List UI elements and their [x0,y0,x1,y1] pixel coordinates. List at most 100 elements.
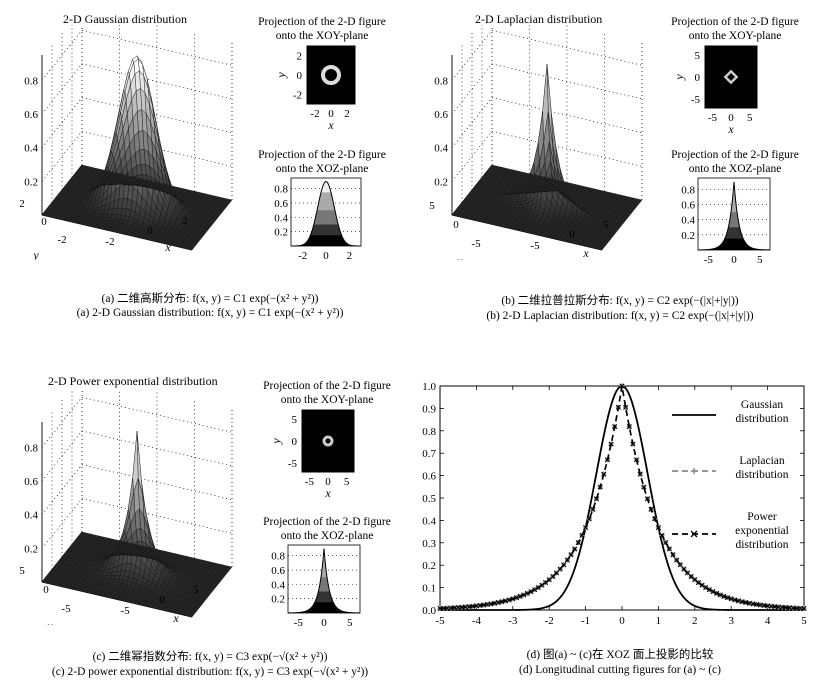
tick-label: 0 [728,112,734,124]
panel-b-xoz-title: Projection of the 2-D figure onto the XOZ… [671,149,799,175]
series-marker [593,496,600,502]
tick-label: 0.8 [434,75,448,87]
series-marker [568,552,574,558]
surface-box [41,25,233,251]
panel-c-xoz-plot: -5 0 5 0.2 0.4 0.6 0.8 [271,544,361,629]
projection-band [288,602,360,613]
tick-label: 0 [731,254,737,266]
series-marker [739,599,745,605]
series-marker [674,557,680,563]
tick-label: 0.2 [271,594,285,606]
panel-c-title: 2-D Power exponential distribution [48,374,218,388]
panel-a-title: 2-D Gaussian distribution [63,12,187,26]
tick-label: 0.2 [24,176,38,188]
axis-label: y [456,254,463,260]
tick-label: 0.6 [274,198,288,210]
axis-label: x [324,486,331,500]
series-marker [557,566,563,572]
series-marker [539,582,545,588]
series-marker [604,457,611,463]
series-marker [706,587,712,593]
tick-label: 0.8 [24,75,38,87]
panel-c-caption-en: (c) 2-D power exponential distribution: … [51,666,369,678]
panel-b-xoy-title: Projection of the 2-D figure onto the XOY… [671,16,799,42]
tick-label: -2 [105,236,114,248]
tick-label: 0 [321,617,327,629]
tick-label: 5 [19,565,25,577]
series-marker [801,605,807,612]
tick-label: 0.4 [681,215,695,227]
series-marker [670,552,676,558]
series-marker [655,525,661,531]
panel-a-3d-surface: 0.2 0.4 0.6 0.8 2 0 -2 -2 0 2 y x [19,25,233,260]
projection-background [307,46,355,104]
series-marker [532,587,538,593]
series-marker [499,599,505,605]
tick-label: -5 [691,94,701,106]
legend-label: Laplacian [739,455,785,467]
tick-label: 2 [297,51,303,63]
series-marker [703,584,709,591]
projection-band [291,235,361,246]
series-marker [637,471,643,477]
panel-a-xoz-title: Projection of the 2-D figure onto the XOZ… [258,149,386,175]
series-marker [732,597,738,603]
contour-diamond [723,69,739,85]
axis-label: y [269,438,283,445]
panel-b-caption-cn: (b) 二维拉普拉斯分布: f(x, y) = C2 exp(−(|x|+|y|… [501,295,739,307]
axis-label: y [274,72,288,79]
series-marker [517,593,523,599]
tick-label: 0.6 [681,200,695,212]
series-marker [735,598,742,604]
tick-label: 2 [347,250,353,262]
tick-label: 0.6 [434,109,448,121]
series-marker [502,598,509,604]
x-tick-label: 4 [765,615,771,627]
tick-label: -2 [298,250,307,262]
tick-label: 5 [344,476,350,488]
series-marker [495,599,501,606]
y-tick-label: 0.4 [422,515,436,527]
tick-label: -2 [310,108,319,120]
panel-b-title: 2-D Laplacian distribution [475,12,603,26]
surface-box [41,390,233,618]
series-marker [583,525,589,531]
y-tick-label: 1.0 [422,381,436,393]
tick-label: 0 [159,594,165,606]
tick-label: -5 [471,238,481,250]
series-marker [626,424,632,430]
axis-label: x [172,611,179,625]
panel-b-caption-en: (b) 2-D Laplacian distribution: f(x, y) … [486,310,754,322]
panel-a-caption-en: (a) 2-D Gaussian distribution: f(x, y) =… [76,307,344,319]
series-marker [663,539,669,546]
legend-label: Gaussian [741,399,783,411]
tick-label: 0.2 [434,176,448,188]
series-marker [561,562,567,568]
comparison-line-chart: -5 -4 -3 -2 -1 0 1 2 3 4 5 0.0 0.1 0.2 0.3 0.4 0.5 0.6 0.7… [422,381,807,627]
series-marker [623,404,629,410]
tick-label: 0 [695,72,701,84]
tick-label: 0.6 [24,476,38,488]
y-tick-label: 0.3 [422,538,436,550]
x-tick-label: 2 [692,615,698,627]
axis-label: x [582,246,589,260]
projection-band [698,238,770,250]
surface-mesh [451,64,643,251]
panel-d-caption-cn: (d) 图(a) ~ (c)在 XOZ 面上投影的比较 [526,649,714,661]
y-tick-label: 0.5 [422,493,436,505]
x-tick-label: -3 [508,615,518,627]
tick-label: -5 [120,605,130,617]
panel-c-3d-surface: 0.2 0.4 0.6 0.8 5 0 -5 -5 0 5 y x [19,390,233,625]
projection-band [698,227,770,250]
tick-label: 2 [182,215,188,227]
series-marker [535,584,541,591]
y-tick-label: 0.0 [422,605,436,617]
projection-background [705,46,757,108]
panel-a-xoz-plot: -2 0 2 0.2 0.4 0.6 0.8 [274,177,362,262]
tick-label: 0.8 [24,442,38,454]
panel-d-caption-en: (d) Longitudinal cutting figures for (a)… [519,664,721,676]
tick-label: 0 [41,216,47,228]
tick-label: 5 [747,112,753,124]
panel-c-xoz-title: Projection of the 2-D figure onto the XOZ… [263,516,391,542]
